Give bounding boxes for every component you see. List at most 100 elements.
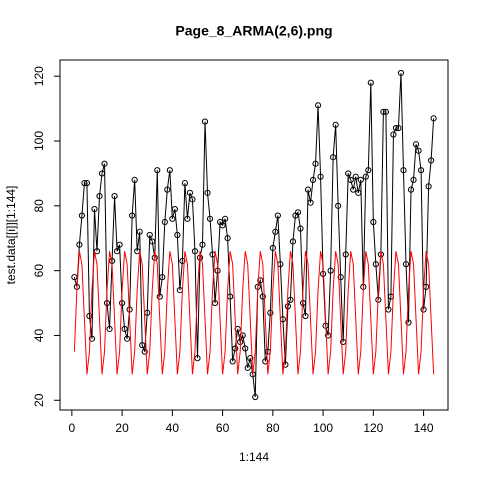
data-point [242, 345, 249, 352]
data-point [382, 108, 389, 115]
data-point [204, 189, 211, 196]
data-point [357, 176, 364, 184]
data-point [370, 218, 377, 226]
x-tick-label: 0 [69, 421, 76, 435]
data-point [101, 160, 108, 167]
data-point [113, 248, 121, 255]
x-tick-label: 140 [414, 421, 434, 435]
data-point [229, 358, 236, 365]
data-point [78, 212, 86, 219]
data-point [154, 167, 161, 174]
data-point [194, 355, 201, 362]
chart-title: Page_8_ARMA(2,6).png [175, 23, 332, 39]
data-point [269, 244, 276, 252]
data-point [309, 176, 317, 184]
data-point [372, 261, 379, 268]
data-point [129, 212, 136, 219]
y-axis-label: test.data[[i]][1:144] [4, 186, 18, 285]
data-point [327, 267, 334, 274]
data-point [294, 209, 302, 216]
data-point [141, 348, 148, 355]
data-point [332, 121, 339, 128]
data-point [136, 228, 143, 235]
data-point [181, 180, 189, 187]
data-point [124, 335, 131, 342]
data-point [410, 176, 417, 184]
data-point [201, 118, 209, 125]
data-point [430, 115, 437, 122]
data-point [191, 248, 199, 255]
data-point [174, 231, 181, 239]
data-point [83, 180, 91, 187]
data-point [156, 293, 163, 300]
data-point [139, 342, 146, 349]
data-point [98, 170, 106, 177]
data-point [116, 241, 123, 248]
data-point [222, 215, 229, 222]
data-point [91, 205, 98, 213]
data-point [312, 160, 319, 167]
data-point [428, 157, 435, 164]
data-point [234, 325, 241, 333]
y-tick-label: 40 [32, 328, 46, 342]
x-tick-label: 100 [313, 421, 333, 435]
data-point [219, 222, 226, 229]
data-point [267, 309, 274, 316]
series-line [73, 72, 435, 398]
x-tick-label: 40 [166, 421, 180, 435]
data-point [347, 176, 354, 184]
y-tick-label: 100 [32, 131, 46, 151]
data-point [186, 189, 194, 196]
data-point [159, 274, 166, 281]
data-point [365, 167, 372, 174]
data-point [314, 102, 322, 109]
data-point [407, 186, 415, 193]
data-point [417, 167, 425, 174]
x-axis-label: 1:144 [239, 450, 269, 464]
data-point [224, 235, 231, 242]
data-point [86, 312, 93, 320]
data-point [412, 141, 420, 148]
data-point [232, 345, 239, 352]
data-point [395, 124, 402, 132]
series-line [73, 251, 435, 375]
data-point [367, 79, 374, 86]
data-point [330, 154, 337, 161]
data-point [380, 108, 387, 115]
data-point [415, 147, 422, 154]
data-point [304, 186, 312, 193]
data-point [272, 228, 279, 235]
x-tick-label: 20 [115, 421, 129, 435]
data-point [345, 170, 352, 177]
data-point [184, 215, 191, 222]
data-point [199, 241, 206, 248]
data-point [342, 251, 349, 258]
data-point [425, 183, 432, 190]
data-point [131, 176, 138, 184]
data-point [297, 225, 304, 232]
data-point [284, 303, 292, 310]
data-point [325, 332, 332, 339]
data-point [239, 332, 246, 339]
plot-box [59, 59, 449, 411]
data-point [149, 238, 156, 245]
data-point [96, 193, 103, 200]
data-point [189, 196, 196, 203]
data-point [259, 293, 266, 300]
data-point [252, 393, 259, 401]
data-point [405, 319, 412, 326]
data-point [81, 180, 88, 187]
data-point [121, 325, 128, 333]
data-point [146, 231, 153, 239]
data-point [88, 335, 96, 342]
data-point [402, 261, 410, 268]
data-point [257, 277, 264, 284]
data-point [111, 193, 118, 200]
data-point [420, 306, 427, 313]
y-tick-label: 120 [32, 66, 46, 86]
data-point [317, 173, 324, 180]
data-point [400, 167, 407, 174]
